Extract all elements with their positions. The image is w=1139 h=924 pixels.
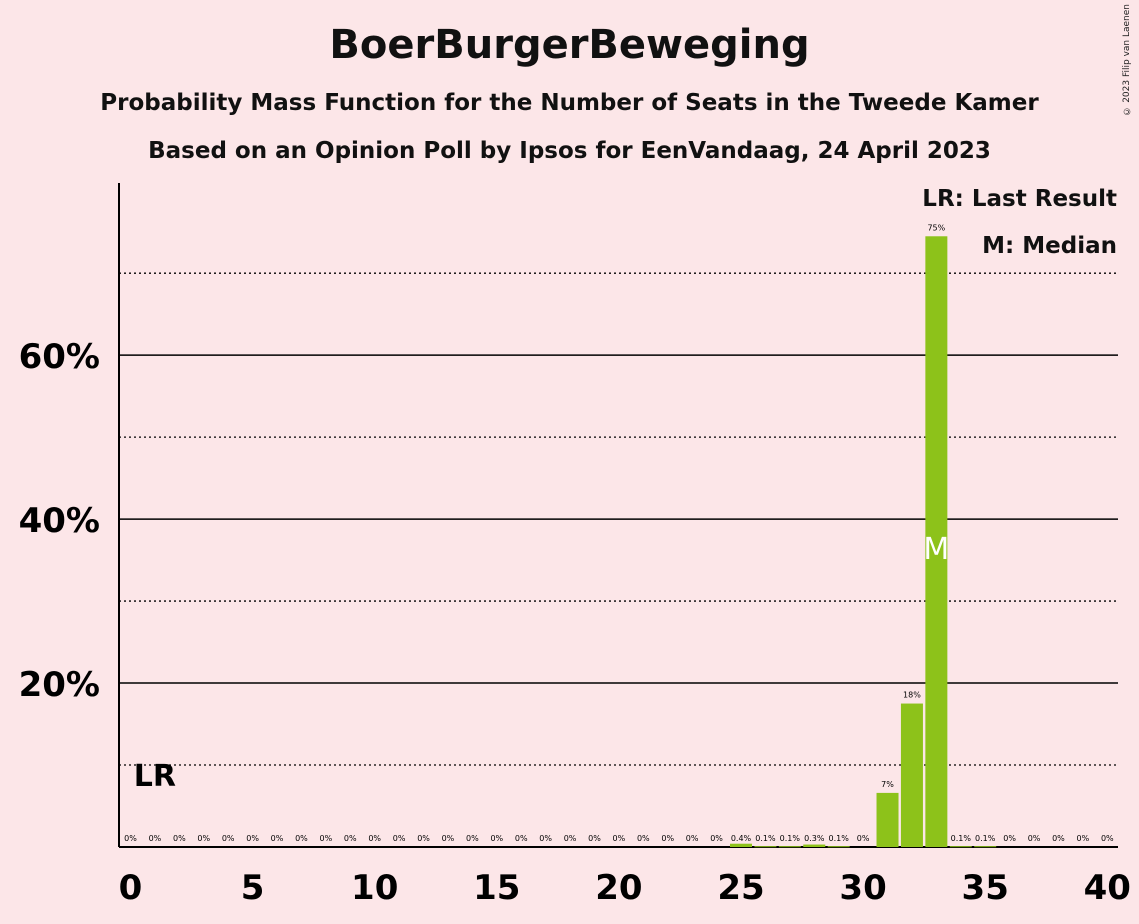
- data-label: 0%: [564, 834, 577, 843]
- x-tick-label: 0: [119, 868, 143, 908]
- data-label: 0%: [686, 834, 699, 843]
- x-tick-label: 10: [351, 868, 398, 908]
- data-label: 0%: [368, 834, 381, 843]
- data-label: 0%: [710, 834, 723, 843]
- data-label: 0%: [124, 834, 137, 843]
- last-result-marker: LR: [134, 759, 176, 794]
- data-label: 0%: [173, 834, 186, 843]
- x-tick-label: 35: [962, 868, 1009, 908]
- data-label: 0%: [149, 834, 162, 843]
- legend-last-result: LR: Last Result: [922, 186, 1117, 212]
- data-label: 75%: [927, 223, 945, 232]
- data-label: 0%: [515, 834, 528, 843]
- bar-seat-27: [778, 846, 801, 848]
- legend-median: M: Median: [982, 233, 1117, 259]
- data-label: 0.4%: [731, 834, 752, 843]
- data-label: 0%: [490, 834, 503, 843]
- data-label: 0%: [320, 834, 333, 843]
- data-label: 0%: [1077, 834, 1090, 843]
- chart-subtitle-source: Based on an Opinion Poll by Ipsos for Ee…: [148, 138, 991, 164]
- data-label: 0%: [344, 834, 357, 843]
- data-label: 0%: [1052, 834, 1065, 843]
- data-label: 0.1%: [975, 834, 996, 843]
- x-tick-label: 40: [1084, 868, 1131, 908]
- data-label: 0%: [271, 834, 284, 843]
- data-label: 0%: [197, 834, 210, 843]
- data-label: 0.1%: [829, 834, 850, 843]
- x-tick-label: 30: [839, 868, 886, 908]
- chart-subtitle: Probability Mass Function for the Number…: [100, 90, 1039, 116]
- data-label: 7%: [881, 780, 894, 789]
- data-label: 0.3%: [804, 834, 825, 843]
- data-label: 0%: [857, 834, 870, 843]
- data-label: 0%: [246, 834, 259, 843]
- bar-seat-33: [925, 236, 948, 848]
- data-label: 0%: [1003, 834, 1016, 843]
- data-label: 0.1%: [755, 834, 776, 843]
- data-label: 0%: [539, 834, 552, 843]
- bar-seat-32: [900, 703, 923, 847]
- x-tick-label: 15: [473, 868, 520, 908]
- bar-seat-34: [949, 846, 972, 848]
- data-label: 0%: [613, 834, 626, 843]
- bar-seat-35: [974, 846, 997, 848]
- data-label: 0%: [1101, 834, 1114, 843]
- bar-seat-31: [876, 792, 899, 847]
- x-tick-label: 20: [595, 868, 642, 908]
- data-label: 0%: [661, 834, 674, 843]
- bar-seat-29: [827, 846, 850, 848]
- data-label: 0%: [393, 834, 406, 843]
- bar-seat-26: [754, 846, 777, 848]
- data-label: 0%: [222, 834, 235, 843]
- data-label: 0%: [466, 834, 479, 843]
- data-label: 0%: [588, 834, 601, 843]
- chart-title: BoerBurgerBeweging: [329, 22, 810, 68]
- data-label: 0%: [295, 834, 308, 843]
- y-tick-label: 40%: [19, 501, 100, 541]
- data-label: 0%: [637, 834, 650, 843]
- median-marker: M: [923, 532, 949, 567]
- bar-seat-28: [803, 844, 826, 847]
- data-label: 0.1%: [780, 834, 801, 843]
- x-tick-label: 5: [241, 868, 265, 908]
- y-tick-label: 20%: [19, 665, 100, 705]
- data-label: 0%: [442, 834, 455, 843]
- data-label: 0.1%: [951, 834, 972, 843]
- x-tick-label: 25: [717, 868, 764, 908]
- data-label: 0%: [417, 834, 430, 843]
- y-tick-label: 60%: [19, 337, 100, 377]
- bar-seat-25: [730, 843, 752, 847]
- data-label: 0%: [1028, 834, 1041, 843]
- data-label: 18%: [903, 691, 921, 700]
